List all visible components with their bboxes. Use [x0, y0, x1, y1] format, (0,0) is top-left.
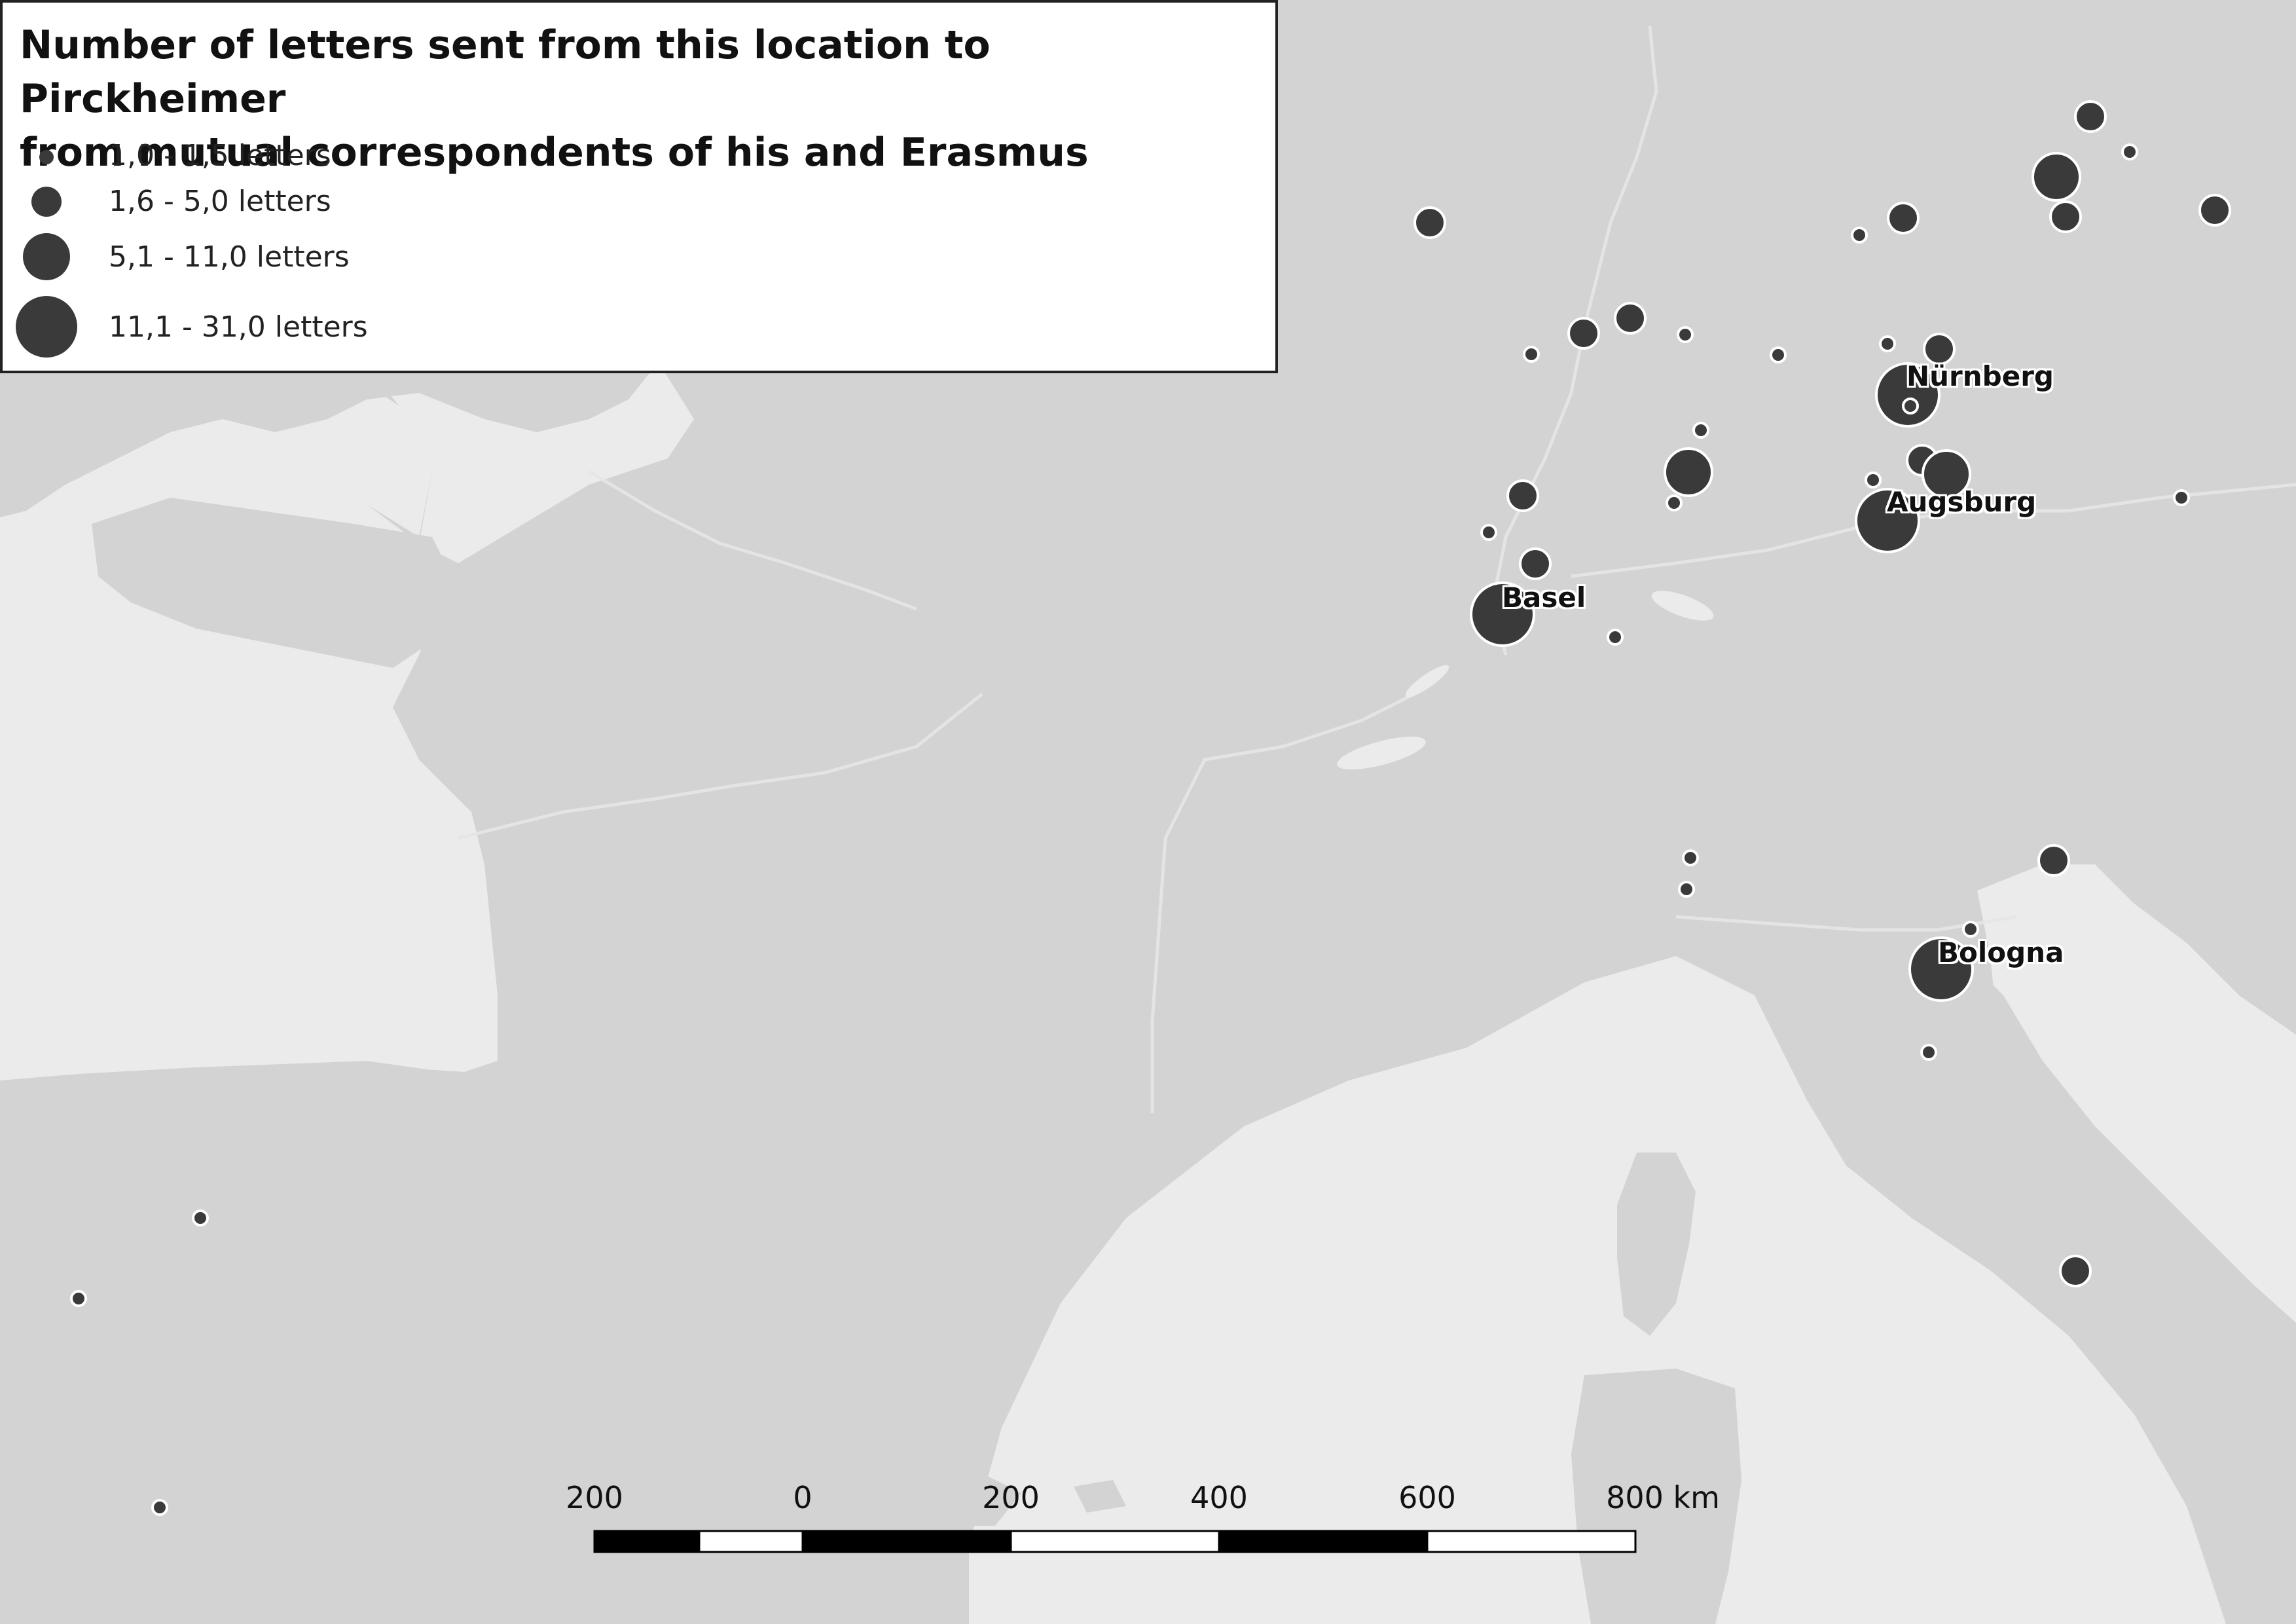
letter-location-marker	[1922, 449, 1971, 499]
letter-location-marker	[1480, 524, 1497, 541]
legend-circle-large	[23, 233, 70, 280]
scale-label-0: 0	[793, 1480, 812, 1515]
letter-location-marker	[151, 1499, 168, 1516]
letter-location-marker	[1666, 494, 1683, 511]
letter-location-marker	[2121, 143, 2138, 160]
letter-location-marker	[2032, 152, 2081, 202]
letter-location-marker	[1682, 849, 1699, 866]
legend-circle-small	[39, 150, 54, 164]
letter-location-marker	[1519, 547, 1552, 580]
scale-segment-4	[1010, 1530, 1220, 1553]
letter-location-marker	[1770, 346, 1787, 363]
scale-label-400: 400	[1190, 1480, 1248, 1515]
scale-segment-5	[1218, 1530, 1429, 1553]
legend-label-4: 11,1 - 31,0 letters	[109, 310, 368, 344]
letter-location-marker	[1902, 397, 1919, 415]
scale-segment-6	[1426, 1530, 1637, 1553]
legend-circle-largest	[16, 296, 77, 358]
lake-geneva	[1337, 736, 1426, 770]
lakes	[1337, 591, 1714, 770]
scale-label-800-km: 800 km	[1606, 1480, 1720, 1515]
letter-location-marker	[1614, 302, 1647, 335]
scale-bar	[593, 1530, 1637, 1553]
letter-location-marker	[1920, 1044, 1937, 1061]
letter-location-marker	[2074, 100, 2107, 133]
land-areas	[0, 367, 2296, 1624]
letter-location-marker	[1887, 202, 1920, 234]
legend-item-class-4: 11,1 - 31,0 letters	[3, 294, 592, 360]
italy-land	[1755, 956, 2296, 1624]
letter-location-marker	[1678, 881, 1695, 898]
letter-location-marker	[1677, 326, 1694, 343]
letter-location-marker	[1523, 346, 1540, 363]
letter-location-symbols	[70, 100, 2231, 1516]
letter-location-marker	[1962, 921, 1979, 938]
letter-location-marker	[1875, 362, 1941, 428]
letter-location-marker	[1413, 206, 1446, 239]
letter-location-marker	[2059, 1255, 2092, 1287]
map-legend: Number of letters sent from this locatio…	[0, 0, 1278, 373]
corsica-island	[1617, 1153, 1696, 1336]
city-label-basel: Basel	[1502, 581, 1586, 614]
scale-label-200-left: 200	[566, 1480, 623, 1515]
legend-label-1: 1,0 - 1,5 letters	[109, 139, 331, 172]
scale-segment-3	[801, 1530, 1012, 1553]
letter-location-marker	[1851, 227, 1868, 244]
letter-location-marker	[192, 1209, 209, 1227]
sardinia-island	[1571, 1369, 1741, 1624]
seine-river	[588, 470, 917, 611]
scale-label-200: 200	[982, 1480, 1040, 1515]
map-title: Number of letters sent from this locatio…	[20, 18, 1264, 179]
scale-segment-2	[698, 1530, 804, 1553]
letter-location-marker	[1506, 479, 1539, 512]
legend-item-class-3: 5,1 - 11,0 letters	[3, 232, 592, 297]
letter-location-marker	[1879, 335, 1896, 352]
rhone-river	[1150, 692, 1415, 1113]
letter-location-marker	[2049, 200, 2082, 233]
legend-label-3: 5,1 - 11,0 letters	[109, 240, 350, 274]
letter-location-marker	[2173, 489, 2190, 506]
letter-location-marker	[2198, 194, 2231, 227]
rivers	[458, 26, 2296, 1113]
menorca-island	[1074, 1480, 1126, 1513]
title-line-1: Number of letters sent from this locatio…	[20, 22, 991, 122]
legend-label-2: 1,6 - 5,0 letters	[109, 185, 331, 218]
city-label-augsburg: Augsburg	[1887, 486, 2037, 518]
letter-location-marker	[1908, 936, 1974, 1002]
iberia-land	[0, 1067, 786, 1624]
loire-river	[458, 693, 983, 840]
mallorca-island	[917, 1473, 1021, 1526]
legend-circle-medium	[31, 187, 62, 217]
letter-location-marker	[1855, 488, 1920, 553]
title-line-2: from mutual correspondents of his and Er…	[20, 130, 1089, 175]
lake-neuchatel	[1405, 665, 1449, 697]
scale-label-600: 600	[1398, 1480, 1456, 1515]
scale-segment-1	[593, 1530, 701, 1553]
letter-location-marker	[1865, 471, 1882, 489]
britain-land	[0, 367, 655, 517]
legend-item-class-2: 1,6 - 5,0 letters	[3, 183, 592, 248]
brittany-land	[92, 498, 458, 668]
lake-constance	[1651, 591, 1714, 621]
letter-location-marker	[2037, 844, 2070, 877]
letter-location-marker	[1923, 333, 1956, 365]
city-label-nurnberg: Nürnberg	[1906, 360, 2054, 392]
letter-location-marker	[1470, 581, 1535, 647]
letter-location-marker	[1567, 317, 1600, 350]
letter-location-marker	[70, 1290, 87, 1307]
letter-location-marker	[1607, 629, 1624, 646]
channel-sea	[367, 367, 694, 563]
letter-location-marker	[1664, 447, 1713, 497]
letter-location-marker	[1692, 422, 1709, 439]
legend-item-class-1: 1,0 - 1,5 letters	[3, 137, 592, 202]
city-label-bologna: Bologna	[1938, 936, 2064, 969]
